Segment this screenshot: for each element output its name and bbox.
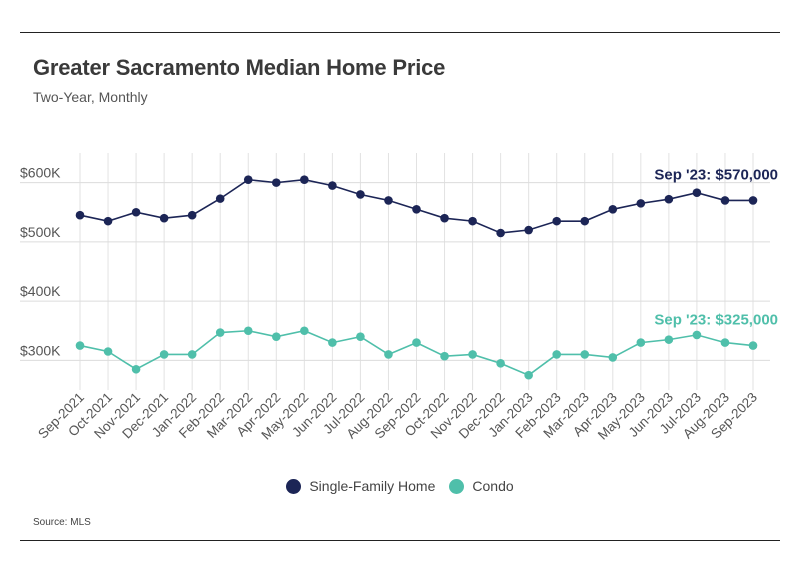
x-axis-ticks: Sep-2021Oct-2021Nov-2021Dec-2021Jan-2022… (35, 390, 760, 443)
data-point (720, 338, 730, 347)
data-point (131, 207, 141, 217)
data-point (328, 338, 337, 347)
data-point (692, 188, 702, 197)
y-axis-ticks: $300K $400K $500K $600K (20, 165, 61, 359)
legend-item-single-family[interactable]: Single-Family Home (286, 478, 435, 494)
data-point (271, 332, 281, 341)
data-point (468, 216, 477, 226)
legend-label-single-family: Single-Family Home (309, 478, 436, 494)
data-point (664, 194, 674, 204)
data-point (468, 350, 477, 359)
y-tick-label: $400K (20, 283, 61, 299)
data-point (636, 199, 646, 208)
bottom-rule (20, 540, 780, 541)
data-point (187, 350, 197, 359)
data-point (580, 216, 590, 226)
data-point (243, 326, 253, 336)
data-point (720, 196, 730, 205)
data-point (159, 350, 169, 359)
legend: Single-Family Home Condo (0, 478, 800, 494)
data-point (552, 350, 562, 359)
data-point (412, 338, 421, 347)
data-point (103, 347, 113, 356)
grid-lines (20, 153, 770, 390)
legend-swatch-condo (449, 478, 465, 494)
data-point (159, 213, 169, 223)
series-lines (75, 175, 758, 380)
end-label: Sep '23: $325,000 (654, 312, 778, 329)
data-point (412, 204, 421, 214)
data-point (215, 328, 225, 337)
data-point (748, 341, 758, 350)
data-point (356, 332, 365, 341)
chart-subtitle: Two-Year, Monthly (33, 89, 148, 105)
data-point (328, 181, 337, 190)
data-point (215, 194, 225, 203)
top-rule (20, 32, 780, 33)
data-point (187, 210, 197, 220)
y-tick-label: $500K (20, 224, 61, 240)
data-point (300, 326, 309, 336)
data-point (271, 178, 281, 187)
end-label: Sep '23: $570,000 (654, 166, 778, 183)
data-point (580, 350, 590, 359)
data-point (131, 364, 141, 374)
data-point (664, 335, 674, 344)
legend-item-condo[interactable]: Condo (449, 478, 514, 494)
source-note: Source: MLS (33, 517, 91, 528)
legend-label-condo: Condo (472, 478, 514, 494)
data-point (552, 216, 562, 226)
end-labels: Sep '23: $570,000 Sep '23: $325,000 (654, 166, 778, 328)
data-point (440, 351, 449, 361)
data-point (524, 370, 533, 380)
data-point (748, 196, 758, 205)
data-point (524, 225, 533, 235)
data-point (608, 204, 618, 214)
data-point (636, 338, 646, 347)
data-point (496, 359, 505, 368)
data-point (300, 175, 309, 184)
data-point (243, 175, 253, 184)
data-point (692, 330, 702, 340)
data-point (496, 228, 505, 238)
y-tick-label: $600K (20, 165, 61, 181)
data-point (356, 190, 365, 199)
data-point (75, 341, 85, 350)
data-point (75, 210, 85, 220)
data-point (440, 213, 449, 223)
chart-title: Greater Sacramento Median Home Price (33, 55, 446, 80)
legend-swatch-single-family (286, 478, 302, 494)
data-point (103, 216, 113, 226)
data-point (608, 353, 618, 362)
y-tick-label: $300K (20, 342, 61, 358)
data-point (384, 196, 393, 205)
data-point (384, 350, 393, 359)
